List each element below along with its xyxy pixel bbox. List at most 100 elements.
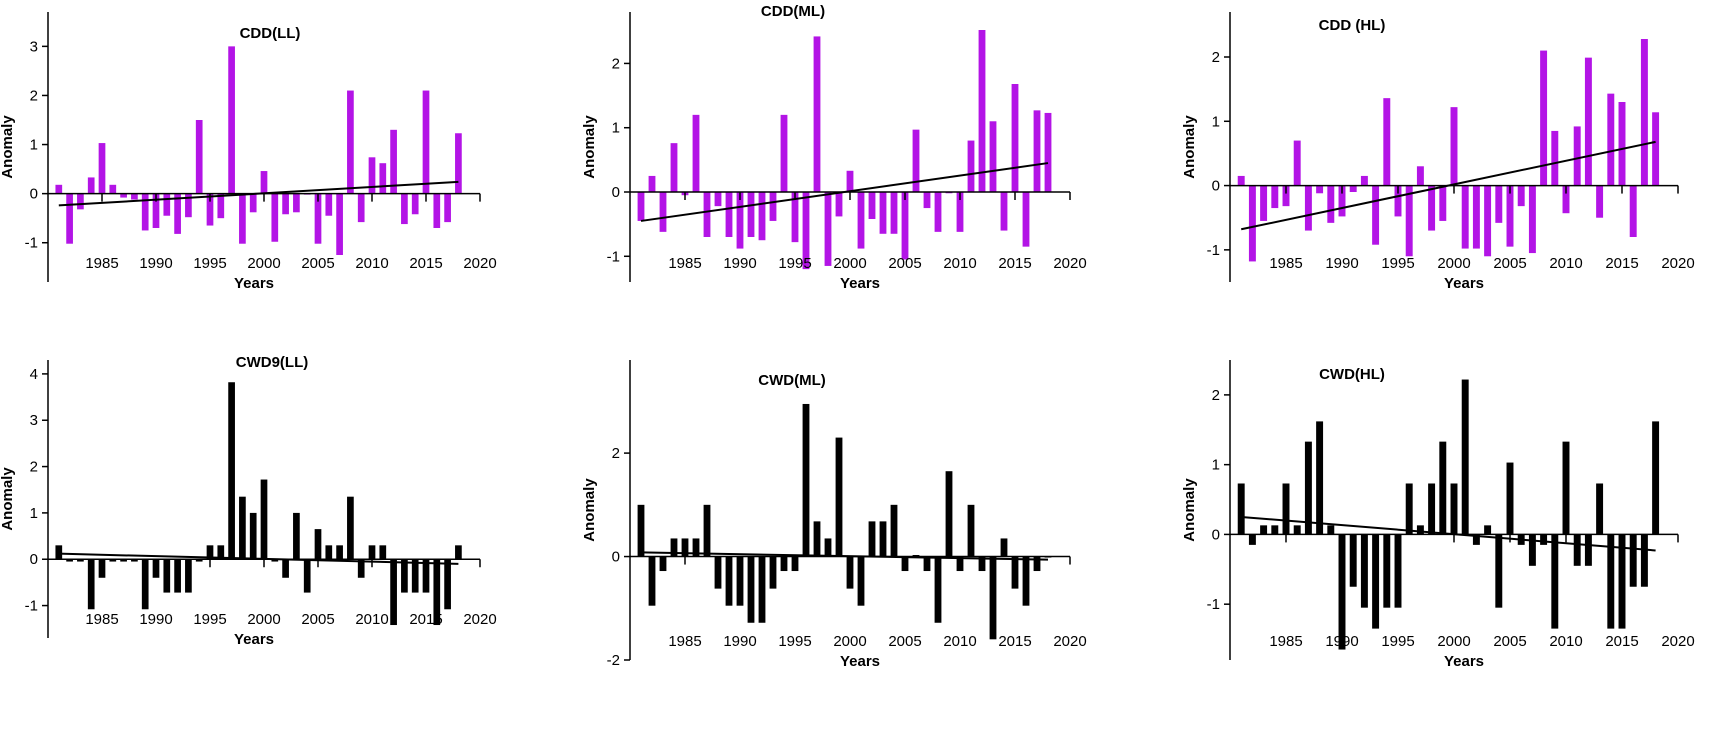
bar-2014 (1000, 192, 1008, 231)
bar-2018 (1652, 112, 1660, 186)
bar-2015 (1618, 534, 1626, 629)
bar-2003 (293, 512, 300, 560)
x-tick-label: 1990 (1325, 633, 1358, 650)
bar-1992 (1360, 534, 1368, 608)
bar-1997 (813, 521, 821, 557)
trend-line (58, 180, 459, 207)
bar-2000 (846, 556, 854, 589)
y-tick-label: 2 (1212, 49, 1220, 66)
bar-2009 (1551, 130, 1559, 186)
bar-1998 (239, 193, 246, 244)
chart-panel-1: -1 0 1 2 3 1985 1990 1995 2000 2005 2010 2015 2020 CD… (0, 12, 497, 292)
bar-1999 (249, 512, 257, 560)
bar-2012 (978, 556, 986, 572)
bar-2017 (1640, 534, 1648, 587)
bar-1987 (1304, 441, 1312, 535)
bar-1983 (77, 559, 84, 562)
x-tick-label: 1995 (778, 633, 811, 650)
bar-1995 (1394, 534, 1402, 608)
x-tick-label: 2010 (1549, 255, 1582, 272)
bar-1984 (87, 177, 95, 194)
bar-2001 (1461, 185, 1469, 249)
x-axis-title: Years (234, 275, 274, 292)
bar-2012 (1584, 57, 1592, 186)
bar-1998 (1428, 483, 1436, 535)
bar-2009 (357, 193, 365, 223)
bar-1991 (1349, 185, 1357, 192)
x-tick-label: 2005 (301, 255, 334, 272)
x-axis-title: Years (840, 653, 880, 670)
bar-1993 (1372, 185, 1380, 245)
bar-2006 (1517, 185, 1525, 207)
bar-2014 (1000, 538, 1008, 557)
bar-2018 (455, 545, 462, 560)
bar-1986 (692, 114, 700, 192)
bar-2008 (934, 192, 942, 232)
chart-panel-3: -1 0 1 2 1985 1990 1995 2000 2005 2010 2015 2020 CDD… (1181, 12, 1695, 292)
bar-2008 (347, 496, 354, 560)
bar-1994 (195, 120, 203, 194)
bar-2005 (901, 192, 909, 260)
chart-title: CDD (HL) (1319, 17, 1386, 34)
x-tick-label: 2020 (1053, 633, 1086, 650)
chart-title: CWD9(LL) (236, 354, 308, 371)
y-tick-label: -1 (607, 248, 620, 265)
y-axis-title: Anomaly (1181, 478, 1198, 542)
bar-1996 (217, 193, 225, 219)
bar-2010 (368, 545, 376, 560)
x-tick-label: 2020 (1661, 255, 1694, 272)
x-tick-label: 2000 (247, 611, 280, 628)
x-tick-label: 2020 (463, 255, 496, 272)
bar-2005 (1506, 185, 1514, 247)
bar-1985 (681, 538, 689, 557)
bar-2000 (846, 170, 854, 192)
bar-1991 (163, 559, 171, 593)
x-axis-title: Years (234, 631, 274, 648)
bar-2002 (868, 521, 876, 557)
bar-1996 (1405, 483, 1413, 535)
bar-1990 (1338, 185, 1346, 217)
x-tick-label: 2015 (998, 633, 1031, 650)
bar-2005 (314, 529, 322, 560)
bar-2012 (978, 30, 986, 192)
bar-1986 (109, 184, 117, 194)
y-tick-label: 1 (1212, 113, 1220, 130)
bar-2016 (1629, 185, 1637, 237)
bar-2013 (1596, 483, 1604, 535)
bar-2011 (379, 545, 387, 560)
bar-2010 (368, 157, 376, 194)
bar-1990 (152, 193, 160, 228)
x-tick-label: 1985 (668, 255, 701, 272)
y-tick-label: -1 (1207, 596, 1220, 613)
bar-2018 (455, 133, 462, 194)
x-tick-label: 2015 (409, 611, 442, 628)
bar-2001 (1461, 379, 1469, 535)
x-tick-label: 2010 (1549, 633, 1582, 650)
y-axis-title: Anomaly (0, 467, 16, 531)
x-tick-label: 2000 (1437, 255, 1470, 272)
y-axis-title: Anomaly (0, 115, 16, 179)
bar-2007 (923, 192, 931, 209)
bar-1984 (670, 143, 678, 192)
bar-2007 (1528, 185, 1536, 254)
bar-1983 (659, 192, 667, 232)
bar-2013 (989, 121, 997, 192)
bar-2007 (336, 193, 343, 255)
bar-1993 (185, 559, 192, 593)
bar-2005 (1506, 462, 1514, 535)
y-axis-title: Anomaly (581, 478, 598, 542)
y-tick-label: 0 (612, 549, 620, 566)
bar-1987 (120, 193, 127, 198)
bar-2000 (260, 479, 268, 560)
bar-1983 (77, 193, 84, 210)
bar-1994 (1383, 534, 1391, 608)
bar-1993 (769, 556, 777, 589)
bar-1995 (791, 192, 799, 243)
x-tick-label: 2015 (1605, 633, 1638, 650)
x-tick-label: 2015 (1605, 255, 1638, 272)
y-tick-label: 2 (30, 87, 38, 104)
bar-2003 (879, 521, 887, 557)
bar-1992 (758, 556, 766, 623)
x-tick-label: 1995 (1381, 633, 1414, 650)
bar-2017 (444, 559, 451, 610)
